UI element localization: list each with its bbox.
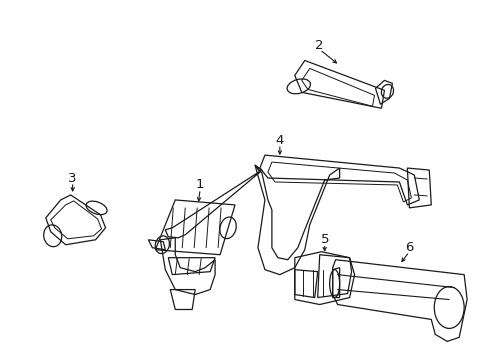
Text: 2: 2	[315, 39, 323, 52]
Text: 6: 6	[405, 241, 413, 254]
Text: 1: 1	[196, 179, 204, 192]
Text: 3: 3	[68, 171, 77, 185]
Text: 5: 5	[320, 233, 328, 246]
Text: 4: 4	[275, 134, 284, 147]
